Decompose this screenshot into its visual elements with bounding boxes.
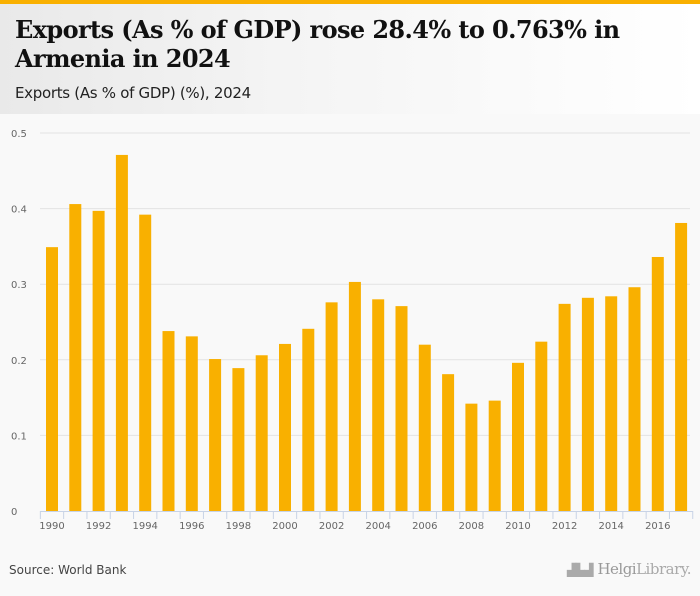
chart-title: Exports (As % of GDP) rose 28.4% to 0.76… — [15, 15, 620, 73]
x-tick-label: 2000 — [272, 521, 297, 532]
x-tick-label: 2004 — [365, 521, 390, 532]
logo-main: Helgi — [597, 560, 637, 578]
x-tick-label: 2002 — [319, 521, 344, 532]
bar-1999[interactable] — [255, 355, 268, 511]
x-tick-label: 2010 — [505, 521, 530, 532]
bar-2016[interactable] — [651, 256, 664, 511]
logo-icon: ▟▙▟ — [566, 563, 594, 577]
bar-1991[interactable] — [69, 204, 82, 511]
y-tick-label: 0.4 — [11, 205, 27, 216]
bar-1995[interactable] — [162, 331, 175, 511]
y-tick-label: 0 — [11, 507, 17, 518]
x-tick-label: 1992 — [86, 521, 111, 532]
y-tick-label: 0.1 — [11, 431, 27, 442]
y-axis-labels: 0 0.1 0.2 0.3 0.4 0.5 — [11, 129, 27, 518]
chart-subtitle: Exports (As % of GDP) (%), 2024 — [15, 84, 251, 102]
bar-2008[interactable] — [465, 403, 478, 511]
helgilibrary-logo[interactable]: ▟▙▟ HelgiLibrary. — [566, 560, 692, 578]
bar-2014[interactable] — [605, 296, 618, 511]
bar-2000[interactable] — [279, 343, 291, 511]
bar-2015[interactable] — [628, 287, 641, 511]
source-note: Source: World Bank — [9, 563, 127, 577]
x-tick-label: 2006 — [412, 521, 437, 532]
bar-chart: 0 0.1 0.2 0.3 0.4 0.5 1990 1992 1994 1996 1998 200… — [11, 129, 694, 532]
accent-bar — [0, 0, 700, 4]
bar-2009[interactable] — [488, 400, 501, 511]
bar-2006[interactable] — [418, 344, 431, 511]
bar-1992[interactable] — [92, 210, 105, 512]
bar-2001[interactable] — [302, 328, 315, 511]
logo-suffix: Library. — [636, 560, 691, 578]
y-tick-label: 0.5 — [11, 129, 27, 140]
bar-2017[interactable] — [675, 222, 688, 511]
x-tick-label: 1996 — [179, 521, 204, 532]
y-tick-label: 0.2 — [11, 356, 27, 367]
bar-2007[interactable] — [442, 374, 455, 511]
bars — [46, 154, 688, 512]
bar-2003[interactable] — [348, 281, 361, 511]
bar-1997[interactable] — [209, 359, 222, 511]
bar-2011[interactable] — [535, 341, 548, 511]
bar-2012[interactable] — [558, 303, 571, 511]
x-tick-label: 2016 — [645, 521, 670, 532]
bar-1993[interactable] — [115, 154, 128, 511]
x-tick-label: 2012 — [552, 521, 577, 532]
bar-1996[interactable] — [185, 336, 198, 511]
bar-1990[interactable] — [46, 247, 58, 511]
bar-2004[interactable] — [372, 299, 385, 511]
bar-2005[interactable] — [395, 306, 408, 511]
y-tick-label: 0.3 — [11, 280, 27, 291]
bar-1994[interactable] — [139, 214, 152, 511]
bar-2002[interactable] — [325, 302, 338, 511]
bar-2010[interactable] — [512, 362, 524, 511]
x-tick-label: 2014 — [598, 521, 623, 532]
x-axis: 1990 1992 1994 1996 1998 2000 2002 2004 2006 2008… — [39, 511, 694, 532]
x-tick-label: 1998 — [226, 521, 251, 532]
x-tick-label: 2008 — [459, 521, 484, 532]
x-tick-label: 1994 — [132, 521, 157, 532]
x-tick-label: 1990 — [39, 521, 64, 532]
bar-2013[interactable] — [581, 297, 594, 511]
bar-1998[interactable] — [232, 368, 245, 511]
header: Exports (As % of GDP) rose 28.4% to 0.76… — [0, 4, 700, 114]
